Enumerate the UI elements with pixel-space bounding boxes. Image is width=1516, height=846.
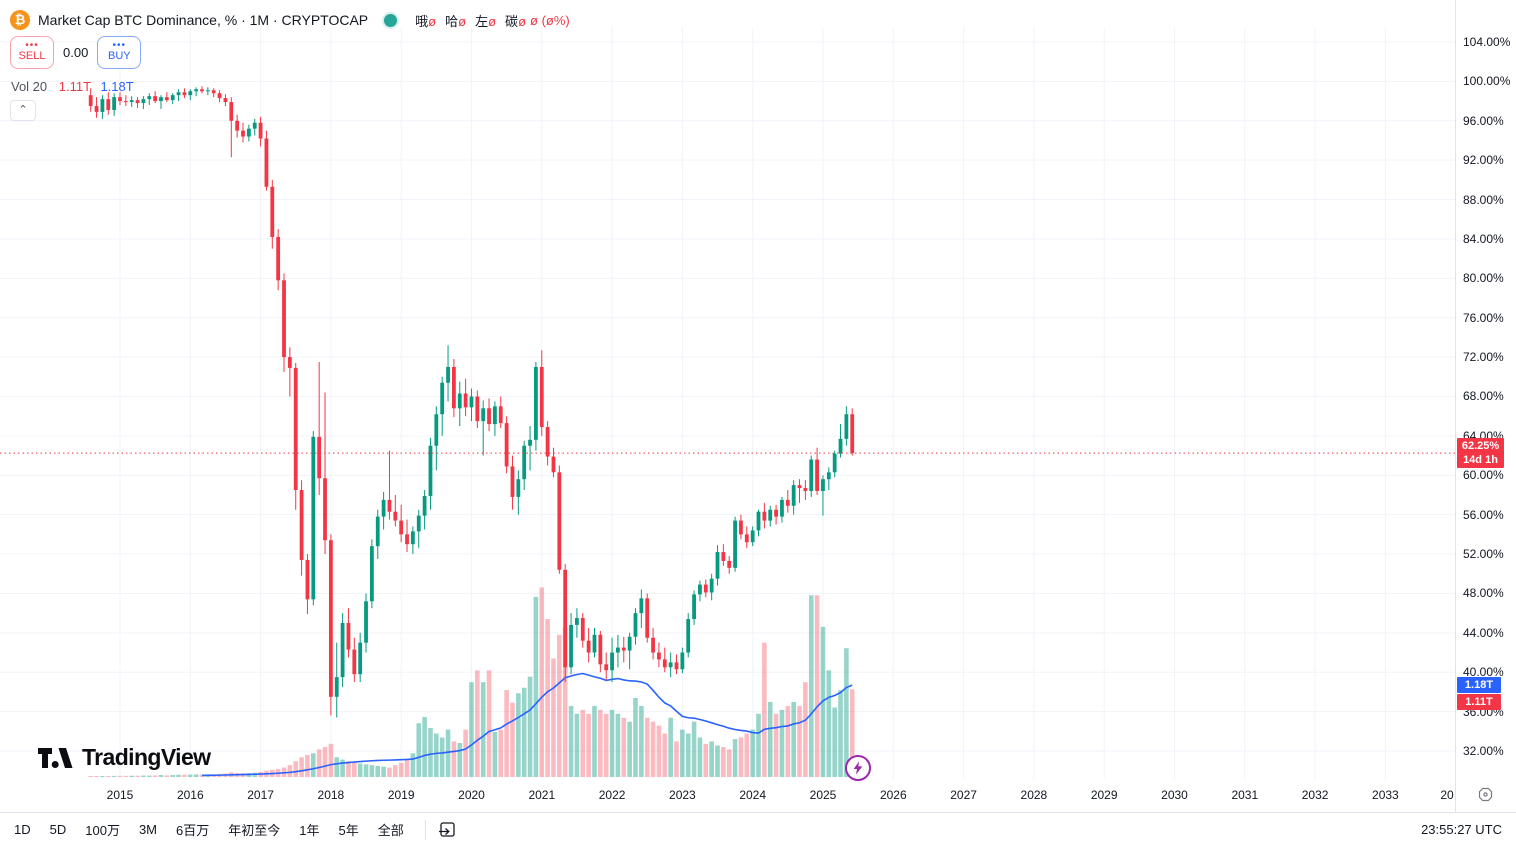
price-axis-label: 52.00% bbox=[1463, 547, 1504, 562]
price-axis-label: 104.00% bbox=[1463, 35, 1511, 49]
time-axis-year-label: 2031 bbox=[1231, 788, 1259, 802]
price-axis-label: 88.00% bbox=[1463, 192, 1504, 207]
more-dots-icon: ••• bbox=[25, 40, 39, 51]
market-status-dot[interactable] bbox=[384, 13, 398, 27]
time-axis-year-label: 2017 bbox=[247, 788, 274, 802]
symbol-legend: ₿ Market Cap BTC Dominance, % · 1M · CRY… bbox=[10, 9, 570, 31]
utc-clock[interactable]: 23:55:27 UTC bbox=[1421, 822, 1502, 837]
volume-axis-label: 1.11T bbox=[1457, 693, 1501, 710]
tradingview-logo-text: TradingView bbox=[82, 744, 211, 770]
range-button-100万[interactable]: 100万 bbox=[85, 823, 120, 838]
range-button-1年[interactable]: 1年 bbox=[299, 823, 320, 838]
volume-indicator-title: Vol 20 bbox=[11, 79, 48, 94]
time-axis-year-label: 2015 bbox=[106, 788, 134, 802]
buy-button-label: BUY bbox=[108, 50, 131, 62]
price-axis-label: 100.00% bbox=[1463, 74, 1511, 89]
time-axis-year-label: 2019 bbox=[387, 788, 415, 802]
time-axis-year-label: 2022 bbox=[598, 788, 626, 802]
tradingview-logo-icon bbox=[38, 747, 73, 768]
price-axis-label: 32.00% bbox=[1463, 743, 1504, 758]
buy-button[interactable]: ••• BUY bbox=[97, 36, 142, 69]
price-axis-label: 80.00% bbox=[1463, 271, 1504, 286]
ohlc-legend-field: 碳ø bbox=[505, 13, 527, 29]
price-axis-label: 60.00% bbox=[1463, 468, 1504, 483]
time-axis-year-label: 2029 bbox=[1090, 788, 1118, 802]
price-axis-label: 96.00% bbox=[1463, 113, 1504, 128]
price-axis-label: 40.00% bbox=[1463, 665, 1504, 680]
range-button-5年[interactable]: 5年 bbox=[338, 823, 359, 838]
range-button-3M[interactable]: 3M bbox=[138, 822, 158, 837]
sell-button-label: SELL bbox=[18, 50, 46, 62]
time-axis-year-label: 2023 bbox=[669, 788, 696, 802]
range-button-1D[interactable]: 1D bbox=[14, 822, 31, 837]
time-axis-year-label: 2025 bbox=[809, 788, 837, 802]
change-value: ø (ø%) bbox=[530, 12, 570, 28]
range-button-6百万[interactable]: 6百万 bbox=[176, 823, 210, 838]
price-axis-label: 56.00% bbox=[1463, 507, 1504, 522]
scale-settings-icon[interactable] bbox=[1478, 787, 1493, 807]
volume-current-value: 1.11T bbox=[58, 79, 91, 94]
ohlc-legend-field: 哦ø bbox=[415, 13, 437, 29]
time-axis[interactable]: 2015 2016 2017 2018 2019 2020 2021 2022 2023 2024… bbox=[0, 780, 1455, 811]
time-axis-year-label: 2033 bbox=[1372, 788, 1399, 802]
time-axis-year-label-partial: 20 bbox=[1440, 788, 1454, 802]
price-axis-label: 72.00% bbox=[1463, 350, 1504, 365]
range-button-全部[interactable]: 全部 bbox=[377, 823, 404, 838]
time-axis-year-label: 2030 bbox=[1161, 788, 1188, 802]
price-axis-label: 84.00% bbox=[1463, 231, 1504, 246]
instant-order-badge[interactable] bbox=[845, 755, 871, 781]
time-axis-year-label: 2026 bbox=[879, 788, 907, 802]
spread-value: 0.00 bbox=[63, 45, 89, 60]
price-axis-label: 68.00% bbox=[1463, 389, 1504, 404]
price-axis-label: 48.00% bbox=[1463, 586, 1504, 601]
time-axis-year-label: 2018 bbox=[317, 788, 345, 802]
ohlc-legend: 哦ø 哈ø 左ø 碳ø bbox=[415, 11, 526, 30]
time-axis-year-label: 2016 bbox=[176, 788, 204, 802]
bar-close-countdown: 14d 1h bbox=[1463, 454, 1498, 467]
volume-ma-value: 1.18T bbox=[100, 79, 134, 94]
ohlc-legend-field: 左ø bbox=[475, 13, 497, 29]
current-price-label: 62.25% 14d 1h bbox=[1457, 438, 1504, 469]
price-axis[interactable]: 62.25% 14d 1h 1.18T 1.11T 104.00% 100.00%… bbox=[1455, 0, 1516, 812]
candlestick-chart-canvas[interactable] bbox=[0, 0, 1456, 812]
price-axis-label: 76.00% bbox=[1463, 310, 1504, 325]
time-axis-year-label: 2028 bbox=[1020, 788, 1048, 802]
volume-indicator-legend[interactable]: Vol 20 1.11T 1.18T bbox=[11, 79, 134, 94]
time-axis-year-label: 2027 bbox=[950, 788, 977, 802]
tradingview-logo[interactable]: TradingView bbox=[38, 744, 211, 771]
price-axis-label: 92.00% bbox=[1463, 153, 1504, 168]
go-to-date-icon[interactable] bbox=[438, 820, 457, 839]
time-axis-year-label: 2020 bbox=[458, 788, 485, 802]
sell-button[interactable]: ••• SELL bbox=[10, 36, 54, 69]
trade-buttons: ••• SELL 0.00 ••• BUY bbox=[10, 36, 142, 69]
volume-ma-axis-label: 1.18T bbox=[1457, 677, 1501, 694]
time-axis-year-label: 2032 bbox=[1301, 788, 1329, 802]
symbol-title[interactable]: Market Cap BTC Dominance, % · 1M · CRYPT… bbox=[38, 12, 369, 28]
time-axis-year-label: 2021 bbox=[528, 788, 556, 802]
lightning-icon bbox=[853, 761, 863, 775]
ohlc-legend-field: 哈ø bbox=[445, 13, 467, 29]
current-price-value: 62.25% bbox=[1461, 440, 1500, 453]
toolbar-divider bbox=[424, 819, 426, 840]
collapse-panel-button[interactable]: ⌃ bbox=[10, 100, 36, 121]
time-axis-year-label: 2024 bbox=[739, 788, 767, 802]
price-axis-label: 44.00% bbox=[1463, 625, 1504, 640]
range-button-5D[interactable]: 5D bbox=[49, 822, 67, 837]
bottom-toolbar: 1D 5D 100万 3M 6百万 年初至今 1年 5年 全部 23:55:27 UTC bbox=[0, 812, 1516, 846]
bitcoin-icon: ₿ bbox=[10, 10, 30, 30]
more-dots-icon: ••• bbox=[112, 40, 127, 51]
range-button-年初至今[interactable]: 年初至今 bbox=[228, 823, 281, 838]
